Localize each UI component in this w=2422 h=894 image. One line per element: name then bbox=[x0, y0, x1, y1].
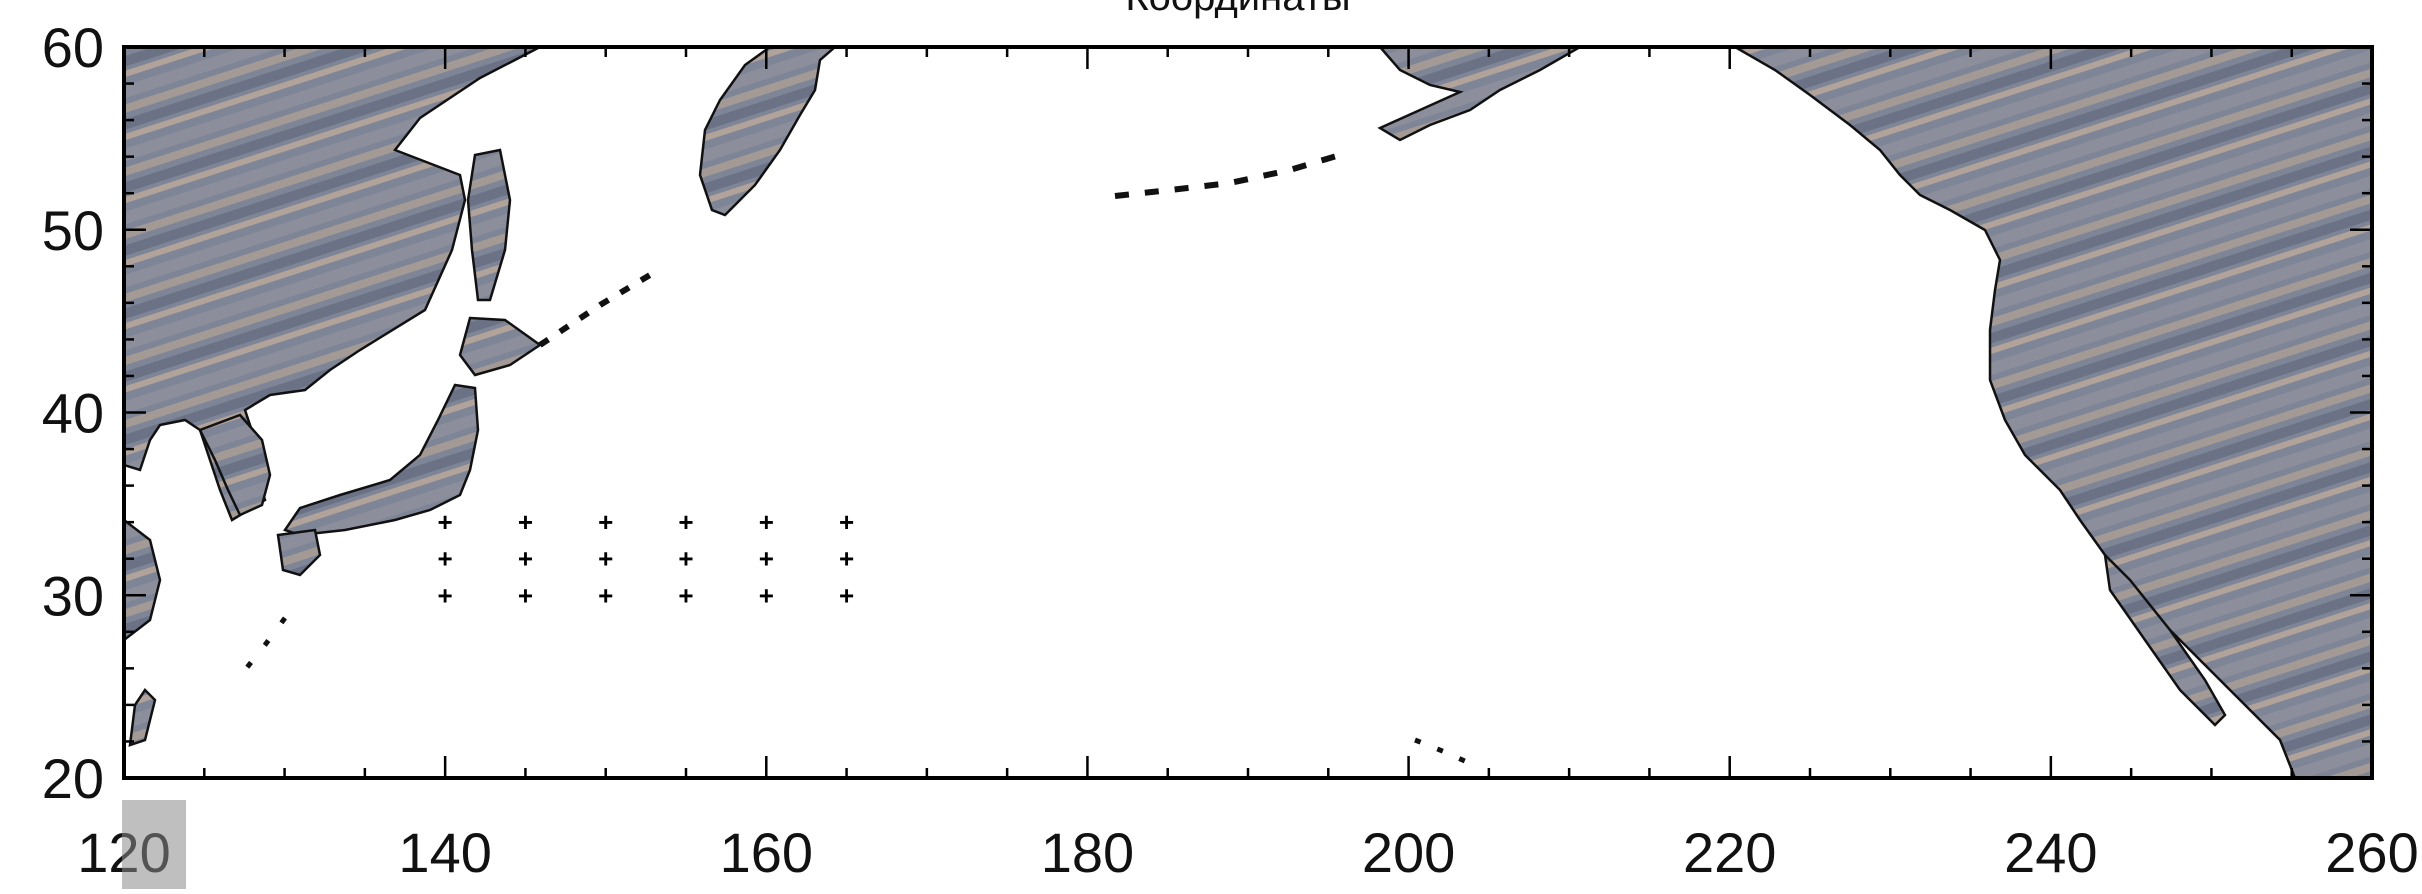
baja-california bbox=[2103, 551, 2227, 727]
grid-point-marker: + bbox=[839, 507, 854, 537]
grid-point-marker: + bbox=[598, 544, 613, 574]
honshu bbox=[283, 383, 480, 537]
grid-point-marker: + bbox=[438, 544, 453, 574]
y-tick-label: 60 bbox=[42, 16, 104, 79]
taiwan bbox=[128, 688, 157, 747]
grid-point-marker: + bbox=[438, 580, 453, 610]
ryukyu-islands bbox=[243, 616, 288, 672]
sakhalin bbox=[466, 148, 512, 302]
x-tick-label: 260 bbox=[2325, 821, 2418, 884]
y-axis-ticks: 20 30 40 50 60 bbox=[42, 16, 2372, 810]
grid-point-marker: + bbox=[678, 507, 693, 537]
kyushu bbox=[276, 528, 322, 577]
x-tick-label: 200 bbox=[1362, 821, 1455, 884]
grid-point-marker: + bbox=[759, 507, 774, 537]
map-frame bbox=[122, 45, 2374, 780]
aleutian-islands bbox=[1114, 152, 1341, 199]
y-tick-label: 40 bbox=[42, 382, 104, 445]
x-tick-label: 220 bbox=[1683, 821, 1776, 884]
basemap bbox=[124, 47, 2372, 778]
y-tick-label: 30 bbox=[42, 564, 104, 627]
north-america bbox=[1732, 47, 2372, 778]
grid-point-marker: + bbox=[518, 544, 533, 574]
hokkaido bbox=[458, 316, 543, 377]
kuril-islands bbox=[538, 272, 652, 348]
grid-point-marker: + bbox=[839, 580, 854, 610]
observation-points: + + + + + + + + + + + + + + + + + + bbox=[438, 507, 855, 610]
grid-point-marker: + bbox=[678, 544, 693, 574]
grid-point-marker: + bbox=[518, 580, 533, 610]
grid-point-marker: + bbox=[598, 507, 613, 537]
x-tick-label: 180 bbox=[1041, 821, 1134, 884]
grid-point-marker: + bbox=[678, 580, 693, 610]
grid-point-marker: + bbox=[518, 507, 533, 537]
x-tick-label: 140 bbox=[398, 821, 491, 884]
asia-south bbox=[124, 518, 162, 642]
x-tick-label: 160 bbox=[720, 821, 813, 884]
map-title: Координаты bbox=[1125, 0, 1350, 19]
y-tick-label: 20 bbox=[42, 747, 104, 810]
korea bbox=[198, 413, 272, 517]
x-tick-label: 240 bbox=[2004, 821, 2097, 884]
grid-point-marker: + bbox=[759, 580, 774, 610]
grid-point-marker: + bbox=[759, 544, 774, 574]
asia-mainland bbox=[124, 47, 541, 522]
alaska bbox=[1377, 47, 1583, 142]
y-tick-label: 50 bbox=[42, 199, 104, 262]
grid-point-marker: + bbox=[839, 544, 854, 574]
x-axis-ticks: 120140160180200220240260 bbox=[77, 47, 2419, 884]
kamchatka bbox=[698, 47, 837, 217]
corner-swatch bbox=[122, 800, 186, 889]
grid-point-marker: + bbox=[598, 580, 613, 610]
grid-point-marker: + bbox=[438, 507, 453, 537]
